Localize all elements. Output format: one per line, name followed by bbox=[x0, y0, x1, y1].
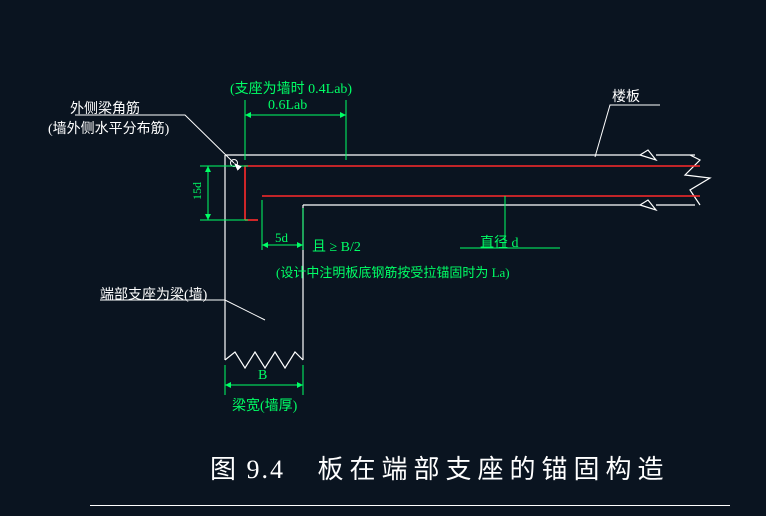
label-outer-corner: 外侧梁角筋 bbox=[70, 98, 140, 118]
slab-outline bbox=[303, 150, 710, 210]
dim-15d bbox=[200, 166, 248, 220]
label-5d: 5d bbox=[275, 230, 288, 246]
label-15d: 15d bbox=[190, 182, 205, 200]
leader-slab bbox=[595, 105, 660, 157]
title-underline bbox=[90, 505, 730, 506]
label-slab: 楼板 bbox=[612, 86, 640, 106]
diagram-canvas bbox=[0, 0, 766, 516]
label-design-note: (设计中注明板底钢筋按受拉锚固时为 La) bbox=[276, 262, 510, 281]
label-B: B bbox=[258, 368, 267, 384]
label-outer-wall: (墙外侧水平分布筋) bbox=[48, 118, 169, 138]
label-beam-width: 梁宽(墙厚) bbox=[232, 395, 297, 415]
label-ge-B2: 且 ≥ B/2 bbox=[312, 236, 361, 256]
label-end-support: 端部支座为梁(墙) bbox=[100, 284, 207, 304]
top-rebar bbox=[245, 166, 700, 220]
figure-caption: 板在端部支座的锚固构造 bbox=[318, 455, 670, 484]
figure-number: 图 9.4 bbox=[210, 455, 285, 484]
figure-title: 图 9.4 板在端部支座的锚固构造 bbox=[210, 449, 670, 486]
label-06lab: 0.6Lab bbox=[268, 98, 307, 114]
label-dia-d: 直径 d bbox=[480, 232, 519, 252]
label-top-note: (支座为墙时 0.4Lab) bbox=[230, 78, 352, 98]
